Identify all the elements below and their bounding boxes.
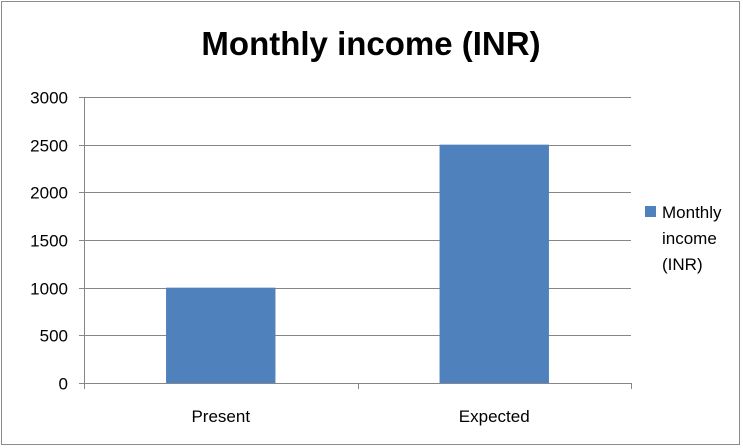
y-tick-label: 0 — [59, 375, 68, 394]
x-tick-label: Expected — [459, 407, 530, 426]
x-axis: Present Expected — [84, 383, 632, 426]
legend-label: (INR) — [662, 255, 703, 274]
legend: Monthly income (INR) — [645, 203, 722, 274]
y-tick-label: 500 — [40, 327, 68, 346]
y-axis-ticks: 0 500 1000 1500 2000 2500 3000 — [30, 89, 85, 394]
legend-swatch — [645, 206, 656, 217]
bar — [439, 144, 549, 383]
legend-label: income — [662, 229, 717, 248]
y-tick-label: 3000 — [30, 89, 68, 108]
bars — [166, 144, 549, 383]
y-tick-label: 2000 — [30, 184, 68, 203]
bar — [166, 287, 276, 383]
chart-title: Monthly income (INR) — [201, 25, 540, 62]
y-tick-label: 2500 — [30, 137, 68, 156]
y-tick-label: 1500 — [30, 232, 68, 251]
legend-label: Monthly — [662, 203, 722, 222]
y-tick-label: 1000 — [30, 280, 68, 299]
x-tick-label: Present — [191, 407, 250, 426]
